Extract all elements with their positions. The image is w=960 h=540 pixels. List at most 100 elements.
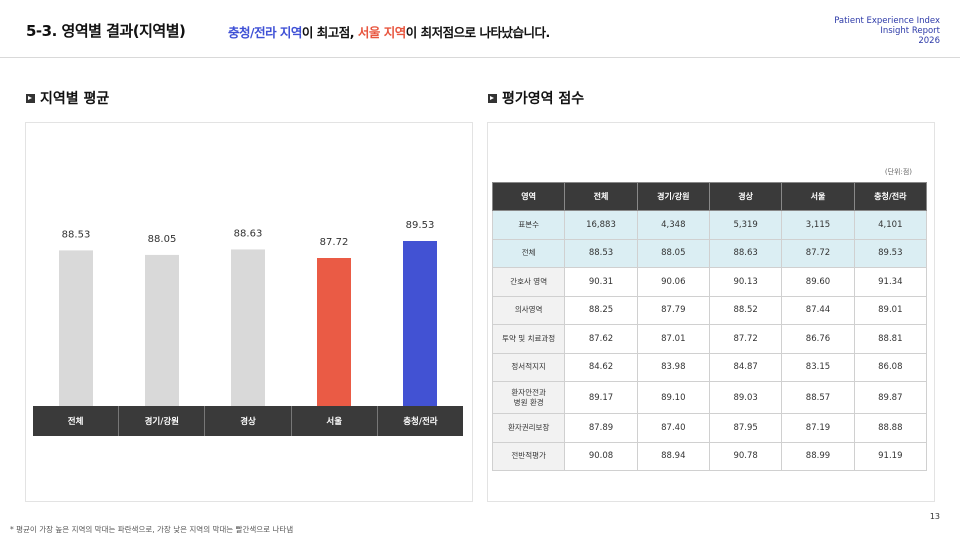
left-section-title: 지역별 평균 (26, 88, 109, 108)
table-header-cell: 전체 (564, 182, 638, 211)
table-row: 의사영역 88.25 87.79 88.52 87.44 89.01 (491, 295, 928, 325)
table-cell: 87.72 (708, 324, 783, 354)
table-cell: 3,115 (781, 210, 855, 240)
category-label-4: 서울 (292, 406, 378, 436)
table-cell: 83.15 (781, 352, 855, 382)
table-cell: 89.10 (636, 381, 710, 414)
bar-1 (59, 250, 93, 406)
table-cell: 87.01 (636, 324, 710, 354)
subtitle-text-1: 이 최고점, (301, 25, 358, 40)
table-cell: 88.63 (708, 238, 783, 268)
table-cell: 89.53 (853, 238, 928, 268)
table-cell: 88.53 (564, 238, 638, 268)
row-label: 환자권리보장 (491, 413, 566, 443)
subtitle-text-2: 이 최저점으로 나타났습니다. (405, 25, 550, 40)
table-cell: 87.79 (636, 295, 710, 325)
table-cell: 89.03 (708, 381, 783, 414)
row-label: 환자안전과 병원 환경 (491, 381, 566, 414)
table-row: 환자안전과 병원 환경 89.17 89.10 89.03 88.57 89.87 (491, 381, 928, 414)
table-cell: 90.13 (708, 267, 783, 297)
table-cell: 90.08 (564, 441, 638, 471)
row-label: 의사영역 (491, 295, 566, 325)
table-cell: 87.62 (564, 324, 638, 354)
row-label: 간호사 영역 (491, 267, 566, 297)
category-label-3: 경상 (205, 406, 292, 436)
table-cell: 89.60 (781, 267, 855, 297)
bar-3 (231, 249, 265, 406)
bar-value-label-3: 88.63 (234, 228, 263, 239)
table-header-row: 영역 전체 경기/강원 경상 서울 충청/전라 (491, 182, 928, 211)
bar-2 (145, 254, 179, 406)
table-row: 환자권리보장 87.89 87.40 87.95 87.19 88.88 (491, 413, 928, 443)
bar-5 (403, 241, 437, 406)
left-section-title-text: 지역별 평균 (40, 91, 110, 107)
footnote: * 평균이 가장 높은 지역의 막대는 파란색으로, 가장 낮은 지역의 막대는… (10, 525, 294, 534)
brand-line-2: Insight Report (880, 26, 940, 36)
subtitle-highlight-high: 충청/전라 지역 (228, 25, 302, 40)
brand-line-3: 2026 (918, 36, 940, 46)
row-label: 전체 (491, 238, 566, 268)
category-label-5: 충청/전라 (403, 417, 438, 427)
row-label: 전반적평가 (491, 441, 566, 471)
table-cell: 4,348 (636, 210, 710, 240)
table-cell: 84.62 (564, 352, 638, 382)
right-section-title-text: 평가영역 점수 (502, 91, 585, 107)
bar-4 (317, 258, 351, 406)
table-cell: 5,319 (708, 210, 783, 240)
table-row: 전반적평가 90.08 88.94 90.78 88.99 91.19 (491, 441, 928, 471)
table-cell: 91.19 (853, 441, 928, 471)
table-cell: 89.17 (564, 381, 638, 414)
table-header-cell: 영역 (491, 182, 566, 211)
bar-value-label-5: 89.53 (406, 220, 435, 231)
page-number: 13 (929, 512, 940, 521)
table-cell: 86.08 (853, 352, 928, 382)
right-section-title: 평가영역 점수 (488, 88, 584, 108)
category-header-row: 전체 경기/강원 경상 서울 충청/전라 (33, 406, 463, 436)
table-cell: 86.76 (781, 324, 855, 354)
regional-average-panel: 88.53 88.05 88.63 87.72 89.53 전체 경기/강원 경상 서울 충청/… (25, 122, 473, 502)
page-header: 5-3. 영역별 결과(지역별) 충청/전라 지역이 최고점, 서울 지역이 최… (0, 0, 960, 58)
table-header-cell: 경상 (708, 182, 783, 211)
area-score-table: 영역 전체 경기/강원 경상 서울 충청/전라 표본수 16,883 4,348 5,319 3,… (491, 182, 928, 471)
table-row: 표본수 16,883 4,348 5,319 3,115 4,101 (491, 210, 928, 240)
table-cell: 88.81 (853, 324, 928, 354)
table-header-cell: 서울 (781, 182, 855, 211)
regional-bar-chart: 88.53 88.05 88.63 87.72 89.53 (59, 220, 437, 406)
category-label-1: 전체 (33, 406, 120, 436)
table-row: 간호사 영역 90.31 90.06 90.13 89.60 91.34 (491, 267, 928, 297)
page-title: 5-3. 영역별 결과(지역별) (26, 22, 186, 40)
table-cell: 87.44 (781, 295, 855, 325)
table-header-cell: 경기/강원 (636, 182, 710, 211)
table-cell: 88.52 (708, 295, 783, 325)
table-cell: 89.87 (853, 381, 928, 414)
table-cell: 16,883 (564, 210, 638, 240)
area-score-panel: (단위:점) 영역 전체 경기/강원 경상 서울 충청/전라 표본수 16,883 4,348… (487, 122, 935, 502)
table-cell: 87.89 (564, 413, 638, 443)
report-brand: Patient Experience Index Insight Report … (834, 16, 940, 46)
category-label-2: 경기/강원 (119, 406, 206, 436)
table-cell: 87.19 (781, 413, 855, 443)
table-row: 투약 및 치료과정 87.62 87.01 87.72 86.76 88.81 (491, 324, 928, 354)
arrow-box-icon (488, 93, 497, 103)
table-cell: 88.57 (781, 381, 855, 414)
table-cell: 88.25 (564, 295, 638, 325)
brand-line-1: Patient Experience Index (834, 16, 940, 26)
table-row: 전체 88.53 88.05 88.63 87.72 89.53 (491, 238, 928, 268)
page-subtitle: 충청/전라 지역이 최고점, 서울 지역이 최저점으로 나타났습니다. (228, 22, 550, 41)
bar-value-label-1: 88.53 (62, 229, 91, 240)
table-cell: 88.94 (636, 441, 710, 471)
table-cell: 90.78 (708, 441, 783, 471)
table-row: 정서적지지 84.62 83.98 84.87 83.15 86.08 (491, 352, 928, 382)
unit-label: (단위:점) (884, 168, 912, 176)
table-cell: 88.88 (853, 413, 928, 443)
table-cell: 88.99 (781, 441, 855, 471)
subtitle-highlight-low: 서울 지역 (357, 25, 406, 40)
table-cell: 84.87 (708, 352, 783, 382)
table-cell: 91.34 (853, 267, 928, 297)
table-header-cell: 충청/전라 (853, 182, 928, 211)
table-cell: 90.06 (636, 267, 710, 297)
arrow-box-icon (26, 93, 35, 103)
bar-value-label-2: 88.05 (148, 234, 177, 245)
table-cell: 88.05 (636, 238, 710, 268)
bar-value-label-4: 87.72 (320, 237, 349, 248)
